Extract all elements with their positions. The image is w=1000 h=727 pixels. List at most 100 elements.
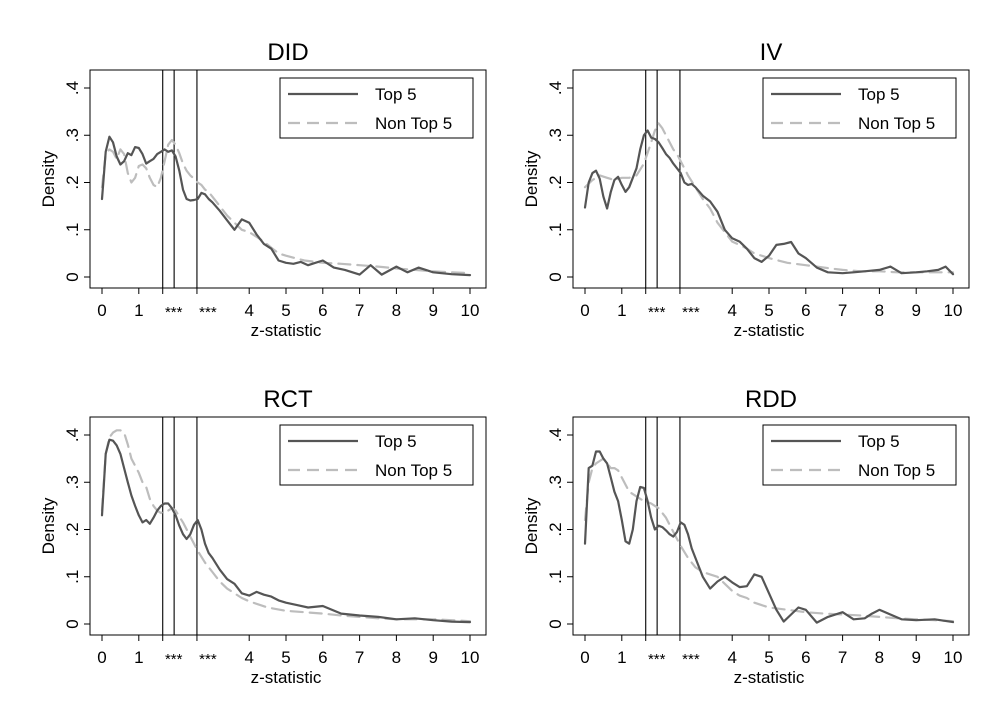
legend: Top 5 Non Top 5 xyxy=(279,424,474,486)
series-line-non-top-5 xyxy=(583,457,955,623)
x-tick-label: 9 xyxy=(911,648,920,667)
legend-label: Non Top 5 xyxy=(375,114,452,133)
x-tick-label: *** xyxy=(199,651,217,668)
x-tick-label: 7 xyxy=(355,648,364,667)
x-tick-label: 10 xyxy=(944,648,963,667)
x-tick-label: 1 xyxy=(134,301,143,320)
x-tick-label: 1 xyxy=(617,301,626,320)
x-axis-label: z-statistic xyxy=(251,668,322,687)
panel-rdd: RDD 0 1 *** *** 4 5 6 7 8 9 10 0 .1 .2 .3 .4 z-statistic D… xyxy=(522,386,970,687)
x-tick-label: 0 xyxy=(97,301,106,320)
x-tick-label: *** xyxy=(199,304,217,321)
x-tick-label: *** xyxy=(682,304,700,321)
x-tick-label: 6 xyxy=(801,648,810,667)
legend-box xyxy=(279,77,474,139)
legend-box xyxy=(279,424,474,486)
x-tick-label: 8 xyxy=(875,301,884,320)
y-axis-label: Density xyxy=(39,150,58,207)
x-tick-label: 5 xyxy=(281,301,290,320)
legend: Top 5 Non Top 5 xyxy=(762,77,957,139)
legend-label: Non Top 5 xyxy=(858,114,935,133)
x-tick-label: 1 xyxy=(617,648,626,667)
x-tick-label: 6 xyxy=(801,301,810,320)
x-tick-label: 4 xyxy=(727,648,736,667)
legend-box xyxy=(762,424,957,486)
x-tick-label: 9 xyxy=(911,301,920,320)
x-tick-label: *** xyxy=(165,304,183,321)
x-tick-label: 9 xyxy=(428,301,437,320)
plot-frame xyxy=(89,416,487,636)
x-tick-label: 8 xyxy=(392,648,401,667)
legend-label: Top 5 xyxy=(858,85,900,104)
x-tick-label: 5 xyxy=(764,301,773,320)
x-axis-label: z-statistic xyxy=(734,321,805,340)
y-tick-label: .1 xyxy=(63,223,82,237)
plot-frame xyxy=(572,69,970,289)
x-tick-label: *** xyxy=(165,651,183,668)
legend-box xyxy=(762,77,957,139)
panel-rct: RCT 0 1 *** *** 4 5 6 7 8 9 10 0 .1 .2 .3 .4 z-statistic D… xyxy=(39,386,487,687)
y-tick-label: .4 xyxy=(546,81,565,95)
y-tick-label: .2 xyxy=(63,175,82,189)
legend: Top 5 Non Top 5 xyxy=(762,424,957,486)
y-tick-label: .3 xyxy=(546,475,565,489)
y-tick-label: .4 xyxy=(546,428,565,442)
series-line-non-top-5 xyxy=(100,429,472,623)
y-tick-label: .2 xyxy=(546,175,565,189)
panel-title: IV xyxy=(760,39,783,66)
x-tick-label: *** xyxy=(648,304,666,321)
y-tick-label: .3 xyxy=(546,128,565,142)
series-line-top-5 xyxy=(100,438,472,624)
x-tick-label: 0 xyxy=(580,301,589,320)
x-tick-label: 5 xyxy=(764,648,773,667)
x-tick-label: 7 xyxy=(838,301,847,320)
legend-label: Top 5 xyxy=(858,432,900,451)
panel-title: RCT xyxy=(263,386,313,413)
plot-frame xyxy=(572,416,970,636)
x-tick-label: 8 xyxy=(392,301,401,320)
y-tick-label: .3 xyxy=(63,475,82,489)
x-tick-label: 7 xyxy=(838,648,847,667)
y-tick-label: .2 xyxy=(546,522,565,536)
x-tick-label: 4 xyxy=(244,301,253,320)
y-tick-label: .1 xyxy=(546,223,565,237)
y-tick-label: 0 xyxy=(546,619,565,628)
legend-label: Top 5 xyxy=(375,432,417,451)
series-line-top-5 xyxy=(583,450,955,624)
series-line-top-5 xyxy=(100,135,472,277)
plot-frame xyxy=(89,69,487,289)
x-tick-label: 8 xyxy=(875,648,884,667)
y-axis-label: Density xyxy=(522,150,541,207)
x-tick-label: 9 xyxy=(428,648,437,667)
y-tick-label: 0 xyxy=(546,272,565,281)
y-tick-label: 0 xyxy=(63,619,82,628)
x-tick-label: 10 xyxy=(461,648,480,667)
series-line-top-5 xyxy=(583,129,955,276)
x-tick-label: 4 xyxy=(727,301,736,320)
y-axis-label: Density xyxy=(522,497,541,554)
legend-label: Top 5 xyxy=(375,85,417,104)
x-tick-label: 5 xyxy=(281,648,290,667)
x-tick-label: 7 xyxy=(355,301,364,320)
x-tick-label: 0 xyxy=(580,648,589,667)
panel-did: DID 0 1 *** *** 4 5 6 7 8 9 10 0 .1 .2 .3 .4 z-statistic D… xyxy=(39,39,487,340)
legend-label: Non Top 5 xyxy=(375,461,452,480)
legend-label: Non Top 5 xyxy=(858,461,935,480)
y-tick-label: 0 xyxy=(63,272,82,281)
y-tick-label: .1 xyxy=(63,570,82,584)
x-tick-label: 10 xyxy=(461,301,480,320)
x-tick-label: 10 xyxy=(944,301,963,320)
x-tick-label: 1 xyxy=(134,648,143,667)
x-tick-label: 0 xyxy=(97,648,106,667)
y-tick-label: .1 xyxy=(546,570,565,584)
x-tick-label: 6 xyxy=(318,648,327,667)
panel-title: DID xyxy=(267,39,308,66)
x-tick-label: 6 xyxy=(318,301,327,320)
y-tick-label: .4 xyxy=(63,428,82,442)
x-tick-label: 4 xyxy=(244,648,253,667)
x-axis-label: z-statistic xyxy=(251,321,322,340)
y-tick-label: .3 xyxy=(63,128,82,142)
y-axis-label: Density xyxy=(39,497,58,554)
x-axis-label: z-statistic xyxy=(734,668,805,687)
